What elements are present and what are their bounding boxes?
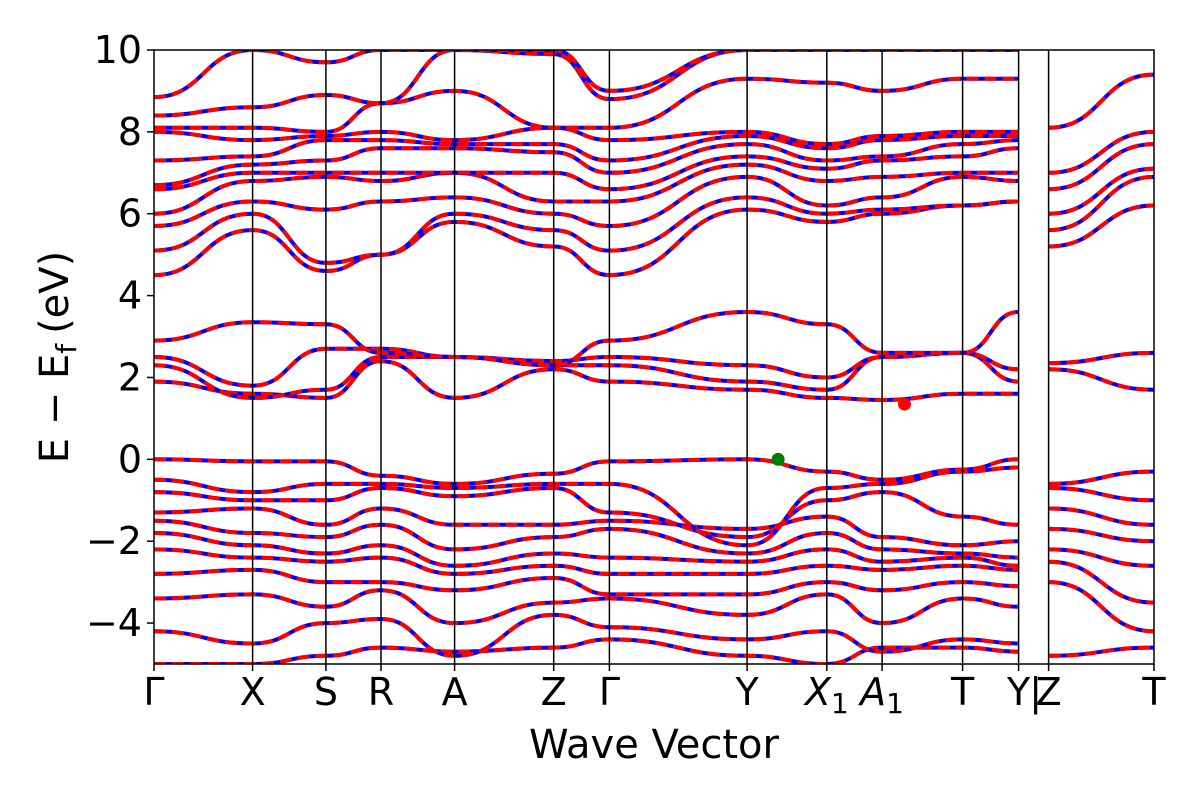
band-line-40 [1048, 129, 1154, 175]
band-line-10 [154, 457, 1019, 486]
x-tick-label-12: Z [1036, 670, 1062, 714]
band-line-3 [154, 567, 1019, 597]
x-path-break: | [1029, 670, 1042, 715]
y-tick-label-7: 10 [94, 28, 142, 72]
x-tick-label-3: R [368, 670, 394, 714]
band-line-7 [154, 506, 1019, 548]
y-tick-label-0: −4 [86, 601, 142, 645]
band-line-34 [1048, 367, 1154, 392]
band-line-4 [154, 547, 1019, 576]
band-line-41 [1048, 72, 1154, 130]
x-tick-label-2: S [314, 670, 338, 714]
markers-layer [771, 397, 911, 466]
band-line-38 [1048, 166, 1154, 216]
band-line-9 [154, 465, 1019, 548]
band-line-13 [154, 346, 1019, 388]
x-axis-title: Wave Vector [529, 722, 780, 768]
band-line-33 [1048, 469, 1154, 486]
y-axis-title-unit: (eV) [32, 251, 78, 334]
x-tick-label-10: T [950, 670, 975, 714]
x-tick-label-5: Z [541, 670, 567, 714]
band-line-31 [1048, 506, 1154, 527]
y-tick-label-2: 0 [118, 437, 142, 481]
x-tick-label-4: A [442, 670, 468, 714]
x-tick-label-6: Γ [599, 670, 620, 714]
vbm-marker [771, 452, 785, 466]
plot-frame [153, 49, 1155, 665]
band-line-24 [154, 50, 1019, 118]
cbm-marker [898, 397, 911, 411]
band-line-39 [1048, 142, 1154, 192]
band-line-35 [1048, 350, 1154, 366]
band-line-28 [1048, 559, 1154, 605]
y-axis-title: E − Ef (eV) [32, 251, 83, 464]
band-line-18 [154, 162, 1019, 216]
band-line-19 [154, 146, 1019, 192]
x-tick-label-0: Γ [143, 670, 164, 714]
band-line-25 [154, 50, 1019, 100]
y-axis-title-main: E − E [32, 354, 78, 464]
y-tick-label-4: 4 [118, 274, 142, 318]
x-tick-label-11: Y [1006, 670, 1031, 714]
y-tick-label-3: 2 [118, 355, 142, 399]
band-line-8 [154, 485, 1019, 540]
x-tick-label-13: T [1141, 670, 1166, 714]
high-symmetry-lines [251, 50, 1050, 664]
x-tick-label-7: Y [734, 670, 759, 714]
bands-layer [154, 50, 1154, 664]
y-tick-label-1: −2 [86, 519, 142, 563]
band-line-0 [154, 637, 1019, 664]
band-line-30 [1048, 526, 1154, 544]
y-axis-title-sub: f [50, 343, 83, 354]
band-line-27 [1048, 580, 1154, 634]
x-tick-label-1: X [240, 670, 266, 714]
band-line-24-blue [154, 50, 1019, 118]
band-line-32 [1048, 486, 1154, 503]
band-line-36 [1048, 203, 1154, 249]
band-line-16-blue [154, 195, 1019, 265]
x-tick-label-8: X1 [803, 670, 849, 720]
x-tick-label-9: A1 [857, 670, 904, 720]
band-line-15-blue [154, 199, 1019, 278]
band-line-2 [154, 588, 1019, 626]
band-line-29 [1048, 547, 1154, 568]
x-axis: Γ X S R A Z Γ Y X1 A1 T Y Z T| [143, 664, 1166, 720]
band-line-2-blue [154, 588, 1019, 626]
y-axis: −4 −2 0 2 4 6 8 10 [86, 28, 154, 645]
y-tick-label-5: 6 [118, 192, 142, 236]
band-line-37 [1048, 174, 1154, 233]
y-tick-label-6: 8 [118, 110, 142, 154]
band-line-5 [154, 531, 1019, 568]
band-line-26 [1048, 645, 1154, 658]
